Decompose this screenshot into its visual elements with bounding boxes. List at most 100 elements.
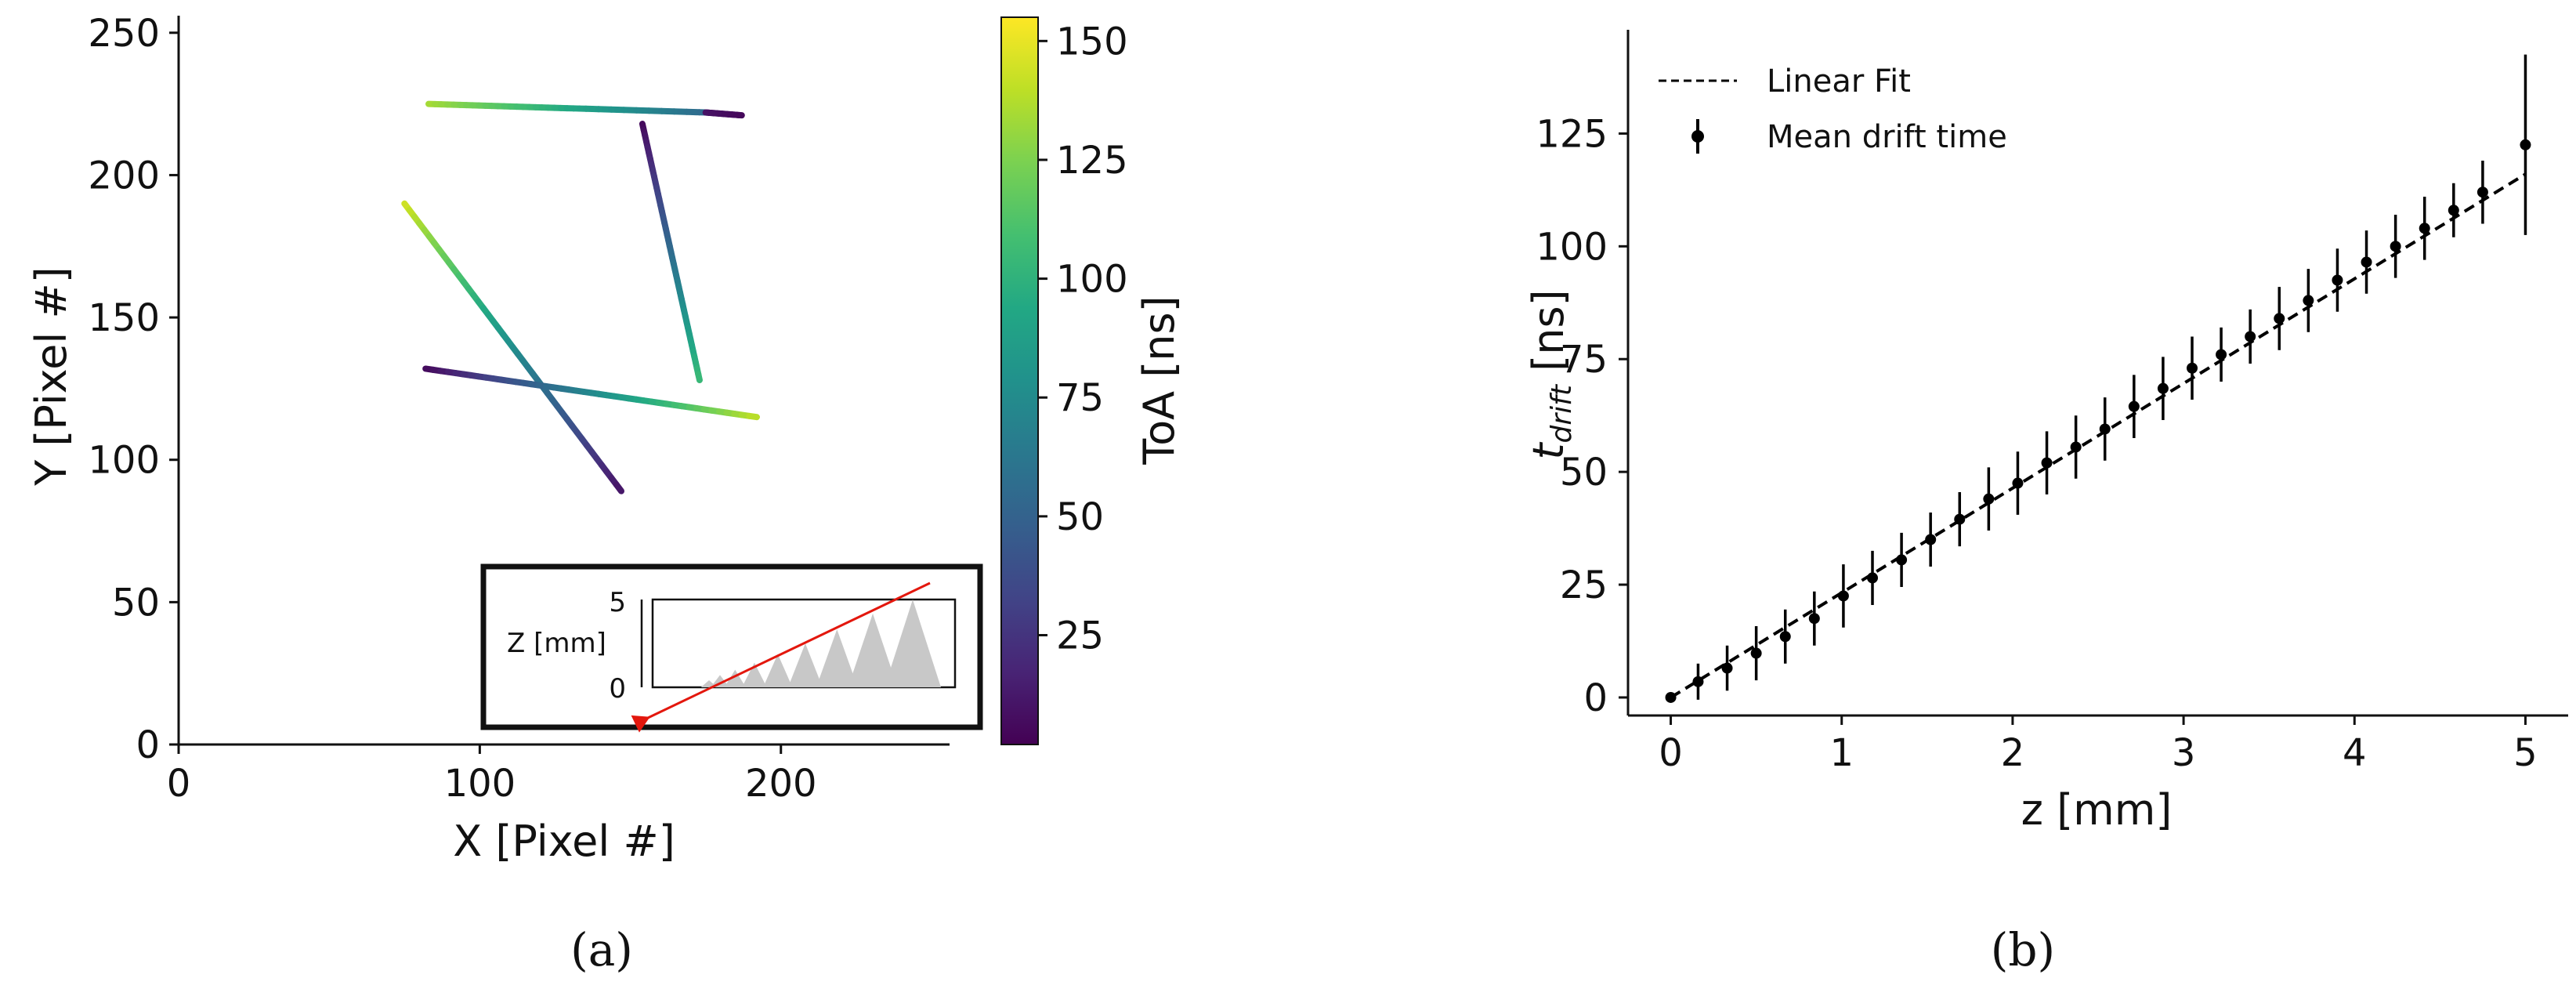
x-ticks: 0 100 200 bbox=[167, 744, 817, 806]
x-ticks: 0 1 2 3 4 5 bbox=[1659, 715, 2538, 775]
legend-points-label: Mean drift time bbox=[1767, 119, 2007, 155]
y-tick-label: 100 bbox=[1536, 225, 1608, 269]
y-tick-label: 50 bbox=[1560, 451, 1608, 494]
data-point bbox=[1925, 534, 1937, 545]
x-tick-label: 4 bbox=[2343, 731, 2367, 775]
colorbar: 25 50 75 100 125 150 ToA [ns] bbox=[1000, 16, 1184, 745]
legend-fit-label: Linear Fit bbox=[1767, 63, 1911, 100]
inset-peak bbox=[742, 662, 767, 687]
data-point bbox=[2419, 223, 2430, 234]
track-segment bbox=[613, 481, 625, 494]
data-point bbox=[1779, 631, 1791, 643]
data-point bbox=[1983, 493, 1995, 505]
track-1 bbox=[425, 100, 709, 116]
data-point bbox=[1665, 691, 1677, 703]
data-point bbox=[1692, 676, 1704, 687]
data-point bbox=[1808, 613, 1820, 625]
panel-a-label: (a) bbox=[570, 923, 633, 976]
data-point bbox=[2520, 139, 2531, 150]
y-tick-label: 25 bbox=[1560, 563, 1608, 607]
x-tick-label: 0 bbox=[167, 762, 191, 806]
colorbar-ticks: 25 50 75 100 125 150 bbox=[1038, 20, 1128, 658]
inset-y-tick-label: 0 bbox=[609, 673, 626, 705]
y-axis-label: tdrift [ns] bbox=[1524, 289, 1578, 459]
y-tick-label: 250 bbox=[88, 12, 160, 56]
x-tick-label: 5 bbox=[2513, 731, 2538, 775]
data-point bbox=[2216, 349, 2227, 360]
data-point bbox=[2477, 187, 2488, 198]
y-ticks: 0 50 100 150 200 250 bbox=[88, 12, 179, 767]
colorbar-label: ToA [ns] bbox=[1134, 295, 1184, 465]
inset-peak bbox=[724, 669, 746, 687]
data-point bbox=[2332, 274, 2343, 286]
data-point bbox=[2099, 423, 2111, 435]
inset-peak bbox=[763, 654, 793, 687]
colorbar-tick-label: 150 bbox=[1056, 20, 1128, 63]
x-tick-label: 3 bbox=[2172, 731, 2196, 775]
data-point bbox=[2187, 362, 2198, 374]
track-layer bbox=[401, 100, 760, 494]
inset-peak bbox=[787, 643, 823, 687]
x-tick-label: 2 bbox=[2001, 731, 2025, 775]
y-tick-label: 125 bbox=[1536, 112, 1608, 156]
data-point bbox=[1721, 662, 1733, 674]
x-tick-label: 1 bbox=[1829, 731, 1854, 775]
data-point bbox=[2128, 400, 2140, 412]
colorbar-tick-label: 75 bbox=[1056, 376, 1104, 420]
y-tick-label: 75 bbox=[1560, 338, 1608, 382]
data-point bbox=[2157, 382, 2169, 394]
panel-b-label: (b) bbox=[1991, 923, 2055, 976]
data-point bbox=[2448, 205, 2459, 216]
data-point bbox=[2041, 457, 2053, 469]
x-tick-label: 200 bbox=[745, 762, 817, 806]
y-axis-label-main: t bbox=[1524, 442, 1573, 460]
x-tick-label: 0 bbox=[1659, 731, 1683, 775]
data-point bbox=[1896, 554, 1908, 566]
data-point bbox=[1867, 572, 1878, 584]
data-point bbox=[2361, 256, 2372, 268]
y-tick-label: 50 bbox=[112, 581, 160, 625]
mean-drift-series bbox=[1665, 54, 2531, 703]
colorbar-tick-label: 125 bbox=[1056, 139, 1128, 183]
data-point bbox=[2012, 477, 2024, 489]
y-axis-label-unit: [ns] bbox=[1524, 289, 1573, 385]
y-tick-label: 100 bbox=[88, 439, 160, 483]
track-5 bbox=[422, 365, 760, 421]
inset-peak bbox=[816, 629, 858, 687]
y-tick-label: 0 bbox=[136, 723, 160, 767]
track-segment bbox=[695, 371, 703, 383]
data-point bbox=[2070, 441, 2082, 453]
x-axis-label: X [Pixel #] bbox=[453, 817, 675, 866]
linear-fit-line bbox=[1670, 172, 2527, 699]
inset-y-tick-label: 5 bbox=[609, 587, 626, 618]
legend-points-swatch-marker bbox=[1691, 130, 1704, 143]
y-tick-label: 200 bbox=[88, 154, 160, 197]
inset-peak bbox=[885, 600, 941, 687]
x-axis-label: z [mm] bbox=[2021, 785, 2173, 835]
inset: 5 0 Z [mm] bbox=[480, 563, 983, 733]
inset-peaks bbox=[700, 600, 941, 687]
data-point bbox=[2303, 295, 2314, 306]
data-point bbox=[2274, 313, 2285, 324]
colorbar-tick-label: 50 bbox=[1056, 495, 1104, 539]
inset-peak bbox=[711, 675, 729, 687]
colorbar-tick-label: 25 bbox=[1056, 614, 1104, 658]
data-point bbox=[1750, 647, 1762, 659]
legend: Linear Fit Mean drift time bbox=[1659, 63, 2007, 155]
data-point bbox=[1837, 590, 1849, 602]
linear-fit-series bbox=[1670, 172, 2527, 699]
y-axis-label-sub: drift bbox=[1546, 383, 1578, 443]
data-point bbox=[2390, 241, 2401, 252]
inset-frame bbox=[480, 563, 983, 730]
y-tick-label: 0 bbox=[1583, 676, 1608, 720]
y-axis-label: Y [Pixel #] bbox=[27, 266, 76, 487]
data-point bbox=[2245, 331, 2256, 342]
x-tick-label: 100 bbox=[444, 762, 516, 806]
track-segment bbox=[746, 412, 760, 421]
data-point bbox=[1954, 513, 1966, 525]
inset-track-arrow bbox=[631, 581, 931, 733]
track-2 bbox=[702, 109, 745, 119]
